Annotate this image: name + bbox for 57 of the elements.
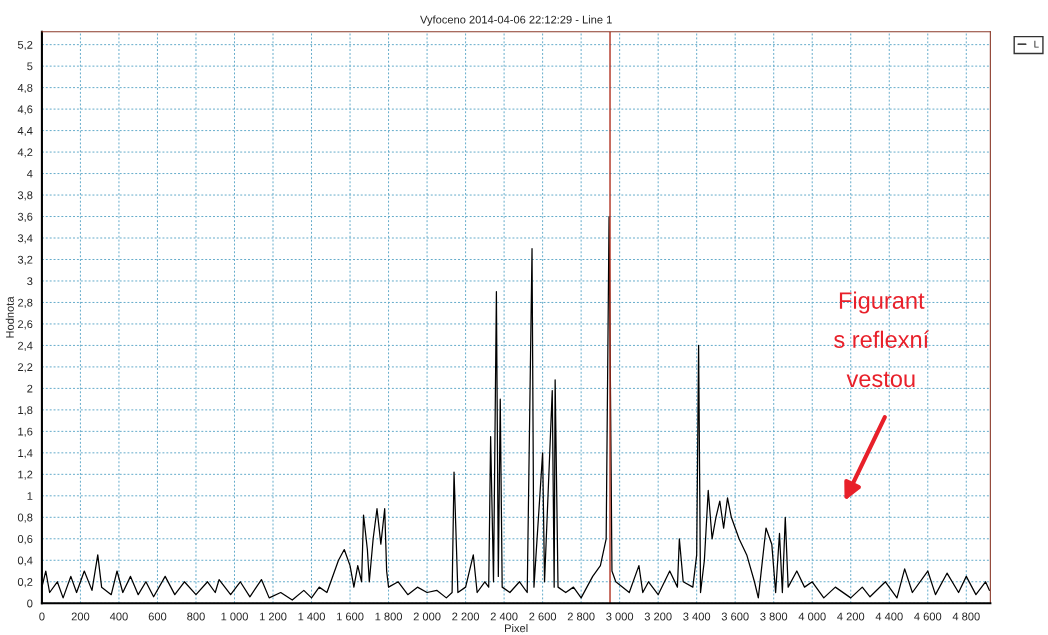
x-tick-label: 4 400 bbox=[875, 612, 903, 621]
x-tick-label: 1 200 bbox=[259, 612, 287, 621]
x-tick-label: 2 000 bbox=[413, 612, 441, 621]
annotation: Figurant s reflexní vestou bbox=[834, 291, 930, 388]
y-tick-label: 1,2 bbox=[18, 470, 33, 480]
x-axis-title: Pixel bbox=[505, 624, 528, 633]
y-tick-label: 3,6 bbox=[17, 212, 33, 222]
x-tick-label: 2 600 bbox=[529, 612, 557, 621]
y-tick-label: 0 bbox=[27, 599, 33, 608]
x-tick-label: 4 200 bbox=[837, 612, 865, 621]
x-tick-label: 600 bbox=[148, 612, 167, 621]
y-tick-label: 0,4 bbox=[17, 556, 33, 566]
x-tick-label: 3 200 bbox=[644, 612, 672, 621]
y-tick-label: 2,4 bbox=[18, 341, 33, 351]
x-tick-label: 400 bbox=[109, 612, 128, 621]
y-tick-label: 3 bbox=[27, 277, 33, 286]
y-tick-label: 1 bbox=[27, 492, 33, 500]
y-tick-label: 1,6 bbox=[18, 427, 33, 437]
y-tick-label: 0,2 bbox=[17, 578, 33, 588]
x-tick-label: 3 600 bbox=[721, 612, 749, 621]
y-tick-label: 4,2 bbox=[17, 148, 33, 158]
x-tick-label: 4 600 bbox=[914, 612, 942, 621]
y-tick-label: 4,8 bbox=[17, 83, 33, 94]
y-tick-label: 3,4 bbox=[17, 234, 33, 244]
x-tick-label: 1 000 bbox=[221, 612, 248, 621]
y-tick-label: 5 bbox=[27, 62, 33, 71]
x-tick-label: 4 800 bbox=[952, 612, 980, 621]
y-tick-label: 2,8 bbox=[18, 298, 33, 308]
y-tick-label: 0,6 bbox=[17, 535, 33, 545]
x-tick-label: 3 800 bbox=[760, 612, 788, 621]
x-tick-label: 1 800 bbox=[375, 612, 403, 621]
x-tick-label: 3 000 bbox=[606, 612, 634, 621]
y-tick-label: 4 bbox=[26, 169, 33, 178]
chart-title: Vyfoceno 2014-04-06 22:12:29 - Line 1 bbox=[420, 15, 612, 26]
y-tick-label: 4,4 bbox=[17, 126, 33, 137]
x-tick-label: 2 800 bbox=[567, 612, 595, 621]
y-tick-label: 2 bbox=[27, 384, 33, 393]
y-axis-title: Hodnota bbox=[5, 296, 14, 338]
x-tick-label: 200 bbox=[71, 612, 90, 621]
x-tick-label: 4 000 bbox=[798, 612, 826, 621]
y-tick-label: 1,4 bbox=[18, 449, 33, 459]
x-tick-label: 0 bbox=[39, 612, 45, 621]
y-tick-label: 2,6 bbox=[18, 320, 33, 330]
legend-label: L bbox=[1034, 40, 1039, 48]
y-tick-label: 1,8 bbox=[18, 406, 33, 416]
y-tick-label: 2,2 bbox=[18, 363, 33, 373]
x-tick-label: 2 200 bbox=[452, 612, 480, 621]
y-tick-label: 4,6 bbox=[17, 105, 33, 115]
y-tick-label: 5,2 bbox=[17, 40, 33, 51]
x-tick-label: 1 600 bbox=[336, 612, 364, 621]
y-tick-label: 0,8 bbox=[17, 513, 33, 523]
y-tick-label: 3,8 bbox=[17, 191, 33, 201]
x-tick-label: 2 400 bbox=[490, 612, 518, 621]
x-tick-label: 3 400 bbox=[683, 612, 711, 621]
y-tick-label: 3,2 bbox=[17, 255, 33, 265]
x-tick-label: 1 400 bbox=[298, 612, 325, 621]
x-tick-label: 800 bbox=[187, 612, 205, 621]
